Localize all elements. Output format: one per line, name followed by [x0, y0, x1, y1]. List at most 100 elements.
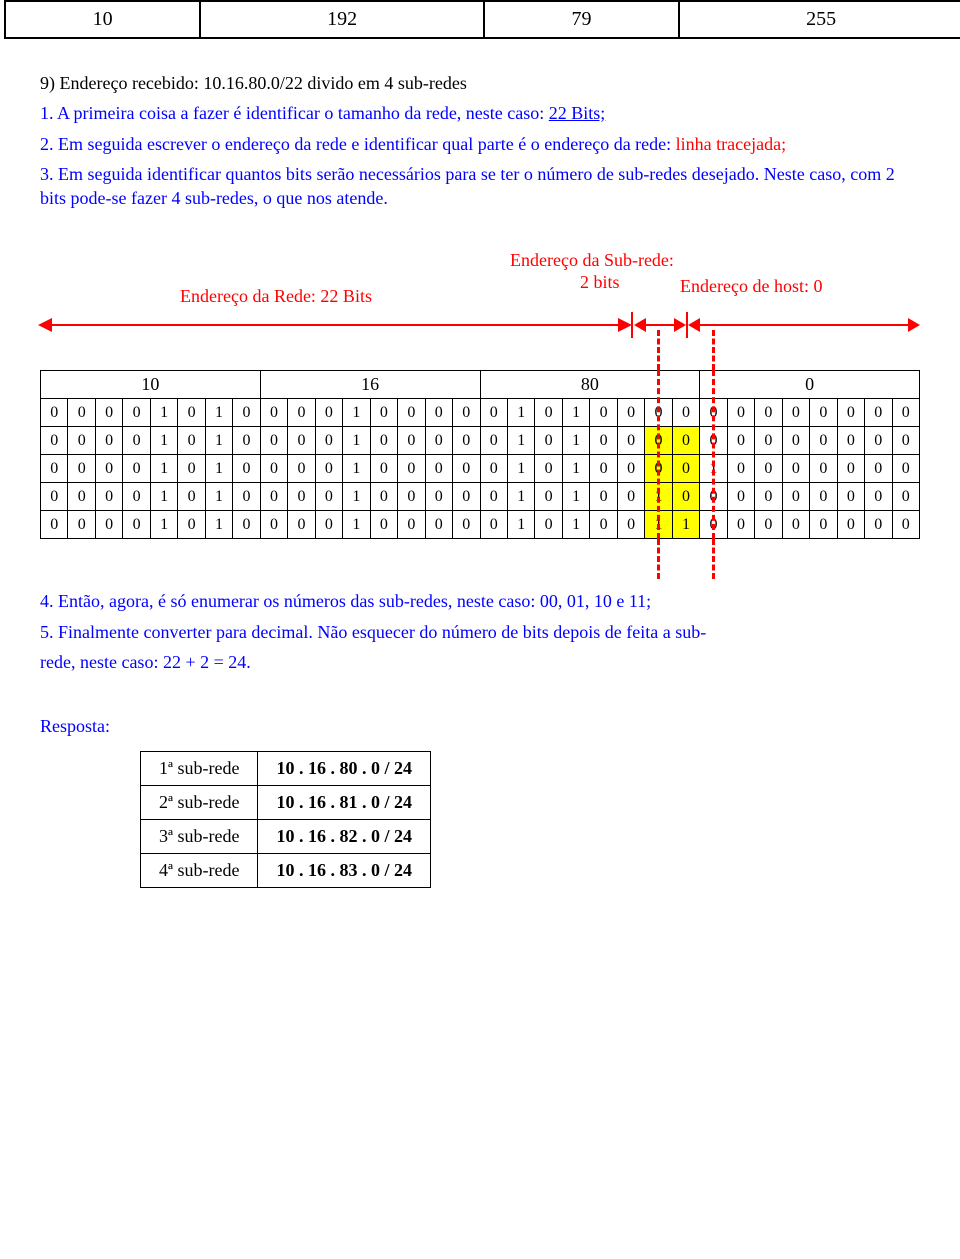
- bit-cell: 0: [755, 455, 782, 483]
- table-row: 00001010000100000101001100000000: [41, 511, 920, 539]
- table-row: 1ª sub-rede 10 . 16 . 80 . 0 / 24: [141, 751, 431, 785]
- bit-cell: 0: [370, 427, 397, 455]
- arrowhead-left-icon: [38, 318, 52, 332]
- table-row: 1016800: [41, 371, 920, 399]
- bit-cell: 0: [123, 399, 150, 427]
- arrowhead-right-icon: [674, 318, 686, 332]
- bit-cell: 1: [205, 511, 232, 539]
- bit-cell: 0: [535, 399, 562, 427]
- bit-cell: 1: [343, 455, 370, 483]
- bit-cell: 0: [178, 455, 205, 483]
- bit-cell: 0: [617, 455, 644, 483]
- bit-cell: 0: [370, 483, 397, 511]
- bit-cell: 1: [672, 511, 699, 539]
- bit-cell: 0: [68, 399, 95, 427]
- tick-icon: [631, 312, 633, 338]
- bit-cell: 0: [123, 483, 150, 511]
- bit-cell: 0: [480, 427, 507, 455]
- bit-cell: 0: [95, 455, 122, 483]
- bit-cell: 0: [95, 427, 122, 455]
- table-row: 3ª sub-rede 10 . 16 . 82 . 0 / 24: [141, 819, 431, 853]
- bit-cell: 0: [727, 399, 754, 427]
- octet-header: 0: [700, 371, 920, 399]
- bit-cell: 0: [590, 427, 617, 455]
- bit-cell: 0: [68, 427, 95, 455]
- cell: 79: [484, 1, 679, 38]
- bit-cell: 0: [727, 427, 754, 455]
- bit-cell: 0: [480, 399, 507, 427]
- dashed-line-icon: [712, 370, 715, 539]
- bit-cell: 1: [205, 483, 232, 511]
- bit-cell: 0: [95, 483, 122, 511]
- dashed-line-icon: [657, 539, 660, 579]
- bit-cell: 0: [617, 399, 644, 427]
- bit-cell: 0: [782, 427, 809, 455]
- arrowhead-left-icon: [634, 318, 646, 332]
- arrowhead-right-icon: [908, 318, 920, 332]
- bit-cell: 1: [507, 427, 534, 455]
- cell: 255: [679, 1, 960, 38]
- bit-cell: 1: [343, 427, 370, 455]
- bit-cell: 0: [755, 511, 782, 539]
- bit-cell: 0: [95, 511, 122, 539]
- bit-cell: 1: [343, 399, 370, 427]
- dashed-line-icon: [712, 330, 715, 370]
- bit-table-wrap: 1016800000010100001000001010000000000000…: [40, 370, 920, 539]
- arrowhead-right-icon: [618, 318, 632, 332]
- bit-cell: 0: [260, 483, 287, 511]
- dashed-line-icon: [657, 370, 660, 539]
- bit-cell: 0: [865, 483, 892, 511]
- answer-label: 3ª sub-rede: [141, 819, 258, 853]
- bit-cell: 0: [782, 399, 809, 427]
- bit-cell: 0: [782, 483, 809, 511]
- bit-cell: 0: [41, 399, 68, 427]
- bit-cell: 0: [672, 483, 699, 511]
- bit-cell: 0: [233, 511, 260, 539]
- bit-cell: 1: [507, 483, 534, 511]
- bit-cell: 0: [370, 455, 397, 483]
- bit-cell: 0: [233, 455, 260, 483]
- bit-cell: 1: [562, 455, 589, 483]
- bit-table: 1016800000010100001000001010000000000000…: [40, 370, 920, 539]
- step-2: 2. Em seguida escrever o endereço da red…: [40, 132, 920, 156]
- answer-label: 1ª sub-rede: [141, 751, 258, 785]
- bit-cell: 0: [617, 427, 644, 455]
- bit-cell: 0: [315, 399, 342, 427]
- bit-cell: 0: [590, 511, 617, 539]
- step-3: 3. Em seguida identificar quantos bits s…: [40, 162, 920, 211]
- bit-cell: 0: [315, 427, 342, 455]
- bit-cell: 0: [233, 483, 260, 511]
- bit-cell: 1: [343, 511, 370, 539]
- bit-cell: 0: [892, 483, 919, 511]
- bit-cell: 0: [892, 511, 919, 539]
- bit-cell: 0: [810, 399, 837, 427]
- bit-cell: 1: [562, 483, 589, 511]
- dashed-line-icon: [657, 330, 660, 370]
- bit-cell: 0: [425, 483, 452, 511]
- bit-cell: 0: [865, 455, 892, 483]
- bit-cell: 0: [425, 427, 452, 455]
- cell: 10: [5, 1, 200, 38]
- bit-cell: 0: [810, 511, 837, 539]
- bit-cell: 0: [178, 427, 205, 455]
- bit-cell: 0: [480, 455, 507, 483]
- step-1-underline: 22 Bits;: [549, 103, 606, 123]
- bit-cell: 0: [453, 427, 480, 455]
- bit-cell: 1: [205, 455, 232, 483]
- bit-cell: 0: [755, 483, 782, 511]
- step-2-red: linha tracejada;: [676, 134, 786, 154]
- bit-cell: 0: [233, 427, 260, 455]
- table-row: 4ª sub-rede 10 . 16 . 83 . 0 / 24: [141, 853, 431, 887]
- octet-header: 80: [480, 371, 700, 399]
- arrowhead-left-icon: [688, 318, 700, 332]
- step-1-text: 1. A primeira coisa a fazer é identifica…: [40, 103, 549, 123]
- answer-value: 10 . 16 . 83 . 0 / 24: [258, 853, 431, 887]
- bit-cell: 0: [590, 399, 617, 427]
- bit-cell: 0: [837, 511, 864, 539]
- cell: 192: [200, 1, 484, 38]
- bit-cell: 0: [41, 427, 68, 455]
- bit-cell: 0: [672, 455, 699, 483]
- answer-value: 10 . 16 . 82 . 0 / 24: [258, 819, 431, 853]
- answer-label: 2ª sub-rede: [141, 785, 258, 819]
- step-4: 4. Então, agora, é só enumerar os número…: [40, 589, 920, 613]
